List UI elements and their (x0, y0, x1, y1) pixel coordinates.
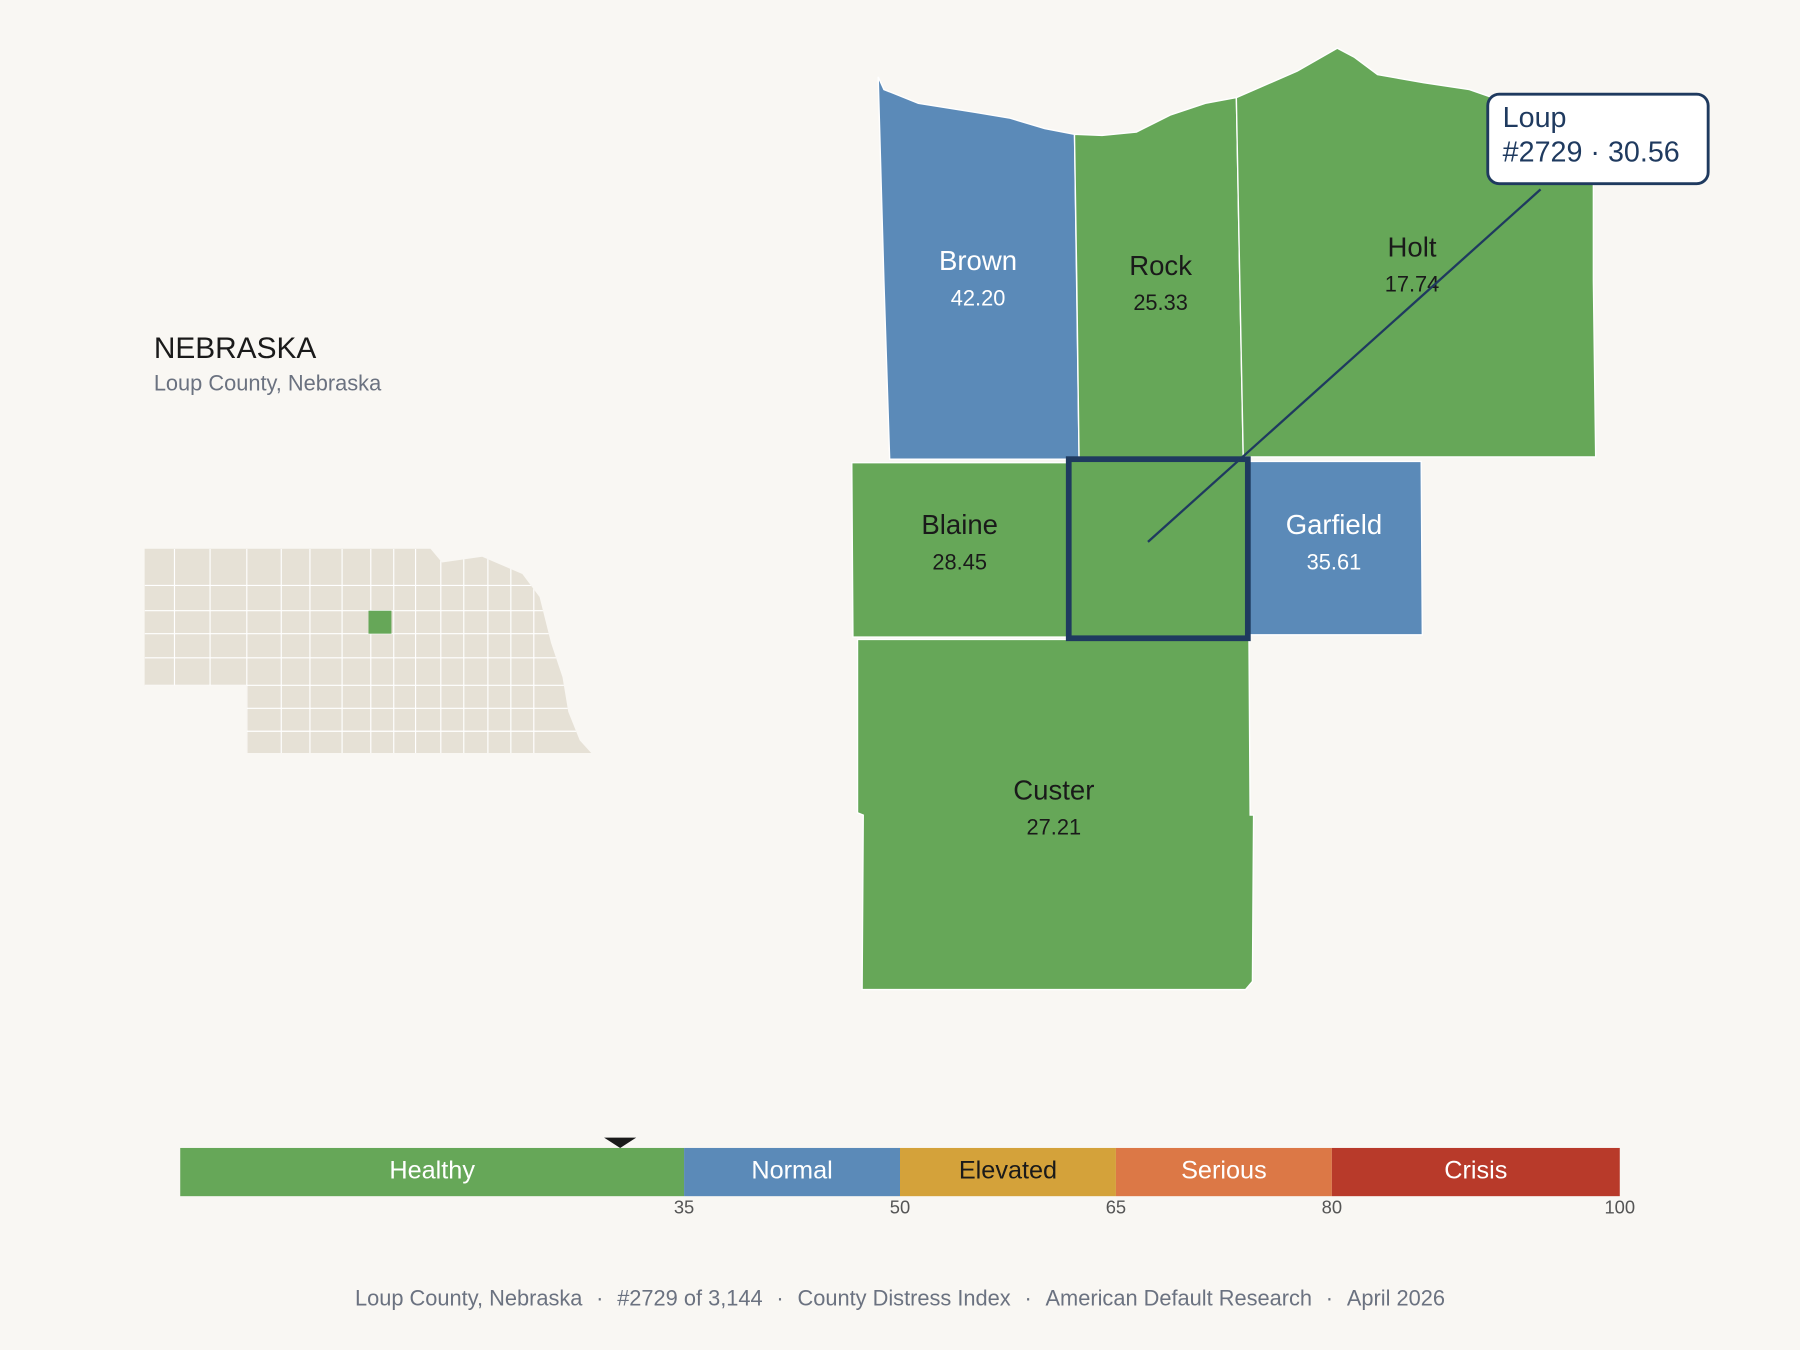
legend-band (684, 1147, 900, 1197)
state-shape (144, 548, 592, 754)
leader-line (1147, 188, 1542, 543)
county-labels: Brown 42.20 Rock 25.33 Holt 17.74 Blaine 28.45 G… (921, 231, 1439, 839)
county (877, 76, 1080, 460)
legend-band (900, 1147, 1116, 1197)
county (1247, 460, 1424, 636)
legend-label: Crisis (1444, 1157, 1507, 1185)
county-value: 17.74 (1385, 272, 1440, 297)
selected-county (1065, 456, 1251, 642)
footer-separator: · (596, 1285, 603, 1310)
callout-value: #2729 · 30.56 (1503, 136, 1680, 168)
footer: Loup County, Nebraska · #2729 of 3,144 · Cou… (355, 1285, 1445, 1310)
selected-county-inset (368, 610, 392, 634)
footer-separator: · (1326, 1285, 1333, 1310)
legend-tick-label: 35 (674, 1197, 694, 1218)
legend-label: Normal (751, 1157, 832, 1185)
footer-separator: · (776, 1285, 783, 1310)
county-grid (144, 548, 592, 754)
county-value: 27.21 (1027, 815, 1082, 840)
footer-part: Loup County, Nebraska (355, 1285, 583, 1310)
county-name: Blaine (921, 509, 998, 540)
callout-box (1486, 92, 1710, 186)
county-value: 35.61 (1307, 549, 1362, 574)
county-name: Garfield (1286, 509, 1382, 540)
county-value: 42.20 (951, 285, 1006, 310)
callout-title: Loup (1503, 102, 1567, 134)
legend-band (1331, 1147, 1620, 1197)
legend-label: Serious (1181, 1157, 1267, 1185)
county-name: Rock (1129, 250, 1192, 281)
footer-part: County Distress Index (797, 1285, 1010, 1310)
county-value: 25.33 (1133, 290, 1188, 315)
county-name: Holt (1387, 231, 1436, 262)
legend-tick-label: 100 (1604, 1197, 1635, 1218)
legend-tick-label: 65 (1106, 1197, 1126, 1218)
value-marker (604, 1137, 637, 1148)
footer-part: #2729 of 3,144 (617, 1285, 762, 1310)
footer-part: American Default Research (1046, 1285, 1313, 1310)
legend-band (180, 1147, 685, 1197)
subtitle: Loup County, Nebraska (154, 370, 382, 395)
county-value: 28.45 (932, 549, 987, 574)
county (856, 638, 1255, 991)
state-title: NEBRASKA (154, 332, 317, 365)
legend: Healthy Normal Elevated Serious Crisis 35 50 65… (180, 1137, 1635, 1218)
legend-label: Healthy (389, 1157, 475, 1185)
county-name: Brown (939, 245, 1017, 276)
legend-tick-label: 50 (890, 1197, 910, 1218)
footer-part: April 2026 (1347, 1285, 1445, 1310)
legend-band (1115, 1147, 1332, 1197)
county-name: Custer (1013, 774, 1094, 805)
legend-tick-label: 80 (1322, 1197, 1342, 1218)
footer-separator: · (1024, 1285, 1031, 1310)
state-inset (144, 548, 592, 754)
legend-label: Elevated (959, 1157, 1057, 1185)
